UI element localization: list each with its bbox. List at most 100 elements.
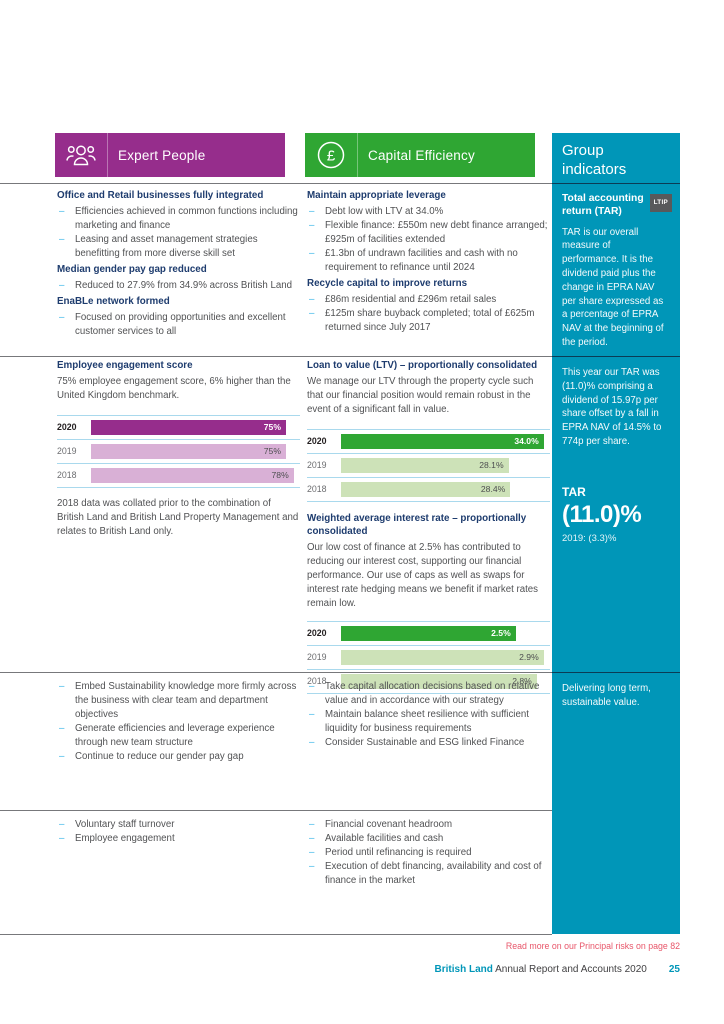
capital-efficiency-header: £ Capital Efficiency	[305, 133, 535, 177]
chart-bar-track: 78%	[91, 467, 300, 483]
ltip-badge: LTIP	[649, 194, 672, 212]
people-group-icon	[55, 133, 108, 177]
chart-bar-track: 2.5%	[341, 625, 550, 641]
chart-row: 2020 34.0%	[307, 428, 550, 454]
bullet-text: Reduced to 27.9% from 34.9% across Briti…	[75, 279, 293, 291]
expert-people-priorities: – Embed Sustainability knowledge more fir…	[57, 680, 300, 764]
bullet-item: – Take capital allocation decisions based…	[307, 680, 550, 708]
bullet-text: £1.3bn of undrawn facilities and cash wi…	[325, 247, 518, 273]
bullet-text: Flexible finance: £550m new debt finance…	[325, 219, 548, 245]
chart-value-label: 2.8%	[512, 675, 532, 686]
chart-bar: 34.0%	[341, 433, 544, 449]
chart-value-label: 28.4%	[480, 484, 506, 495]
bullet-dash: –	[59, 819, 65, 830]
bullet-dash: –	[309, 860, 315, 872]
chart-value-label: 2.9%	[519, 651, 539, 662]
chart-bar-track: 34.0%	[341, 433, 550, 449]
bullet-text: Execution of debt financing, availabilit…	[325, 860, 542, 886]
bullet-dash: –	[309, 819, 315, 830]
chart-row: 2019 2.9%	[307, 646, 550, 670]
rule-2	[0, 356, 552, 357]
bullet-item: – Debt low with LTV at 34.0%	[307, 205, 550, 219]
chart-bar: 2.8%	[341, 673, 537, 689]
bullet-item: – £1.3bn of undrawn facilities and cash w…	[307, 247, 550, 275]
capital-efficiency-highlights: Maintain appropriate leverage – Debt low …	[307, 190, 550, 335]
chart-bar-track: 2.8%	[341, 673, 550, 689]
bullet-text: Available facilities and cash	[325, 832, 444, 844]
bullet-item: – Efficiencies achieved in common functio…	[57, 205, 300, 233]
kpi-value: (11.0)%	[562, 500, 642, 528]
chart-year-label: 2018	[307, 484, 327, 494]
bullet-item: – Focused on providing opportunities and …	[57, 311, 300, 339]
kpi-year-summary: This year our TAR was (11.0)% comprising…	[562, 367, 662, 447]
chart-title: Loan to value (LTV) – proportionally con…	[307, 360, 538, 371]
chart-bar: 28.4%	[341, 481, 511, 497]
rule-1	[0, 183, 552, 184]
page-number: 25	[668, 964, 680, 975]
bullet-dash: –	[59, 279, 65, 291]
capital-efficiency-priorities: – Take capital allocation decisions based…	[307, 680, 550, 750]
bullet-item: – Generate efficiencies and leverage expe…	[57, 722, 300, 750]
chart-row: 2018 78%	[57, 464, 300, 488]
bullet-item: – £125m share buyback completed; total of…	[307, 307, 550, 335]
chart-title: Employee engagement score	[57, 360, 193, 371]
bullet-item: – Continue to reduce our gender pay gap	[57, 750, 300, 764]
chart-bar: 2.9%	[341, 649, 544, 665]
bullet-text: Voluntary staff turnover	[75, 819, 175, 830]
bullet-dash: –	[59, 750, 65, 762]
bullet-dash: –	[59, 311, 65, 323]
ltv-and-interest-section: Loan to value (LTV) – proportionally con…	[307, 360, 550, 694]
bullet-item: – Employee engagement	[57, 832, 300, 846]
bullet-item: – Maintain balance sheet resilience with …	[307, 708, 550, 736]
chart-year-label: 2020	[57, 422, 77, 433]
bullet-item: – Embed Sustainability knowledge more fir…	[57, 680, 300, 722]
sidebar-tagline: Delivering long term, sustainable value.	[562, 683, 651, 708]
expert-people-label: Expert People	[118, 147, 206, 163]
bullet-item: – £86m residential and £296m retail sales	[307, 293, 550, 307]
chart-bar: 75%	[91, 443, 286, 459]
chart-value-label: 78%	[271, 470, 289, 481]
bullet-dash: –	[59, 233, 65, 245]
read-more-link[interactable]: Read more on our Principal risks on page…	[505, 941, 680, 951]
subheading: EnaBLe network formed	[57, 295, 170, 307]
interest-rate-chart: 2020 2.5% 2019 2.9% 2018 2.8%	[307, 620, 550, 694]
chart-bar: 2.5%	[341, 625, 516, 641]
bullet-text: Debt low with LTV at 34.0%	[325, 205, 444, 217]
bullet-text: Generate efficiencies and leverage exper…	[75, 722, 275, 748]
bullet-item: – Financial covenant headroom	[307, 818, 550, 832]
bullet-text: Period until refinancing is required	[325, 846, 472, 858]
chart-bar-track: 75%	[91, 443, 300, 459]
bullet-text: Employee engagement	[75, 832, 175, 844]
chart-year-label: 2018	[307, 675, 327, 686]
chart-footnote: 2018 data was collated prior to the comb…	[57, 497, 299, 537]
subheading: Maintain appropriate leverage	[307, 190, 446, 201]
bullet-dash: –	[309, 205, 315, 217]
bullet-dash: –	[59, 205, 65, 217]
kpi-description: TAR is our overall measure of performanc…	[562, 226, 664, 348]
sidebar-title: Group indicators	[562, 142, 627, 179]
subheading: Office and Retail businesses fully integ…	[57, 190, 264, 201]
kpi-heading: Total accounting return (TAR) LTIP	[562, 193, 672, 219]
bullet-text: Maintain balance sheet resilience with s…	[325, 708, 529, 734]
bullet-dash: –	[309, 247, 315, 259]
chart-value-label: 75%	[263, 446, 281, 457]
chart-year-label: 2019	[307, 651, 327, 662]
chart-year-label: 2018	[57, 470, 77, 481]
sidebar-kpi-definition: Total accounting return (TAR) LTIP TAR i…	[552, 183, 680, 356]
kpi-figure: TAR (11.0)% 2019: (3.3)%	[562, 485, 670, 544]
kpi-label: TAR	[562, 484, 586, 499]
bullet-dash: –	[309, 708, 315, 720]
expert-people-header: Expert People	[55, 133, 285, 177]
chart-year-label: 2020	[307, 436, 327, 446]
bullet-text: Financial covenant headroom	[325, 819, 453, 830]
bullet-dash: –	[59, 832, 65, 844]
subheading: Recycle capital to improve returns	[307, 277, 468, 289]
capital-efficiency-measures: – Financial covenant headroom – Available f…	[307, 818, 550, 888]
bullet-dash: –	[309, 681, 315, 692]
chart-value-label: 75%	[263, 422, 281, 433]
bullet-dash: –	[309, 832, 315, 844]
chart-row: 2019 28.1%	[307, 454, 550, 478]
bullet-item: – Reduced to 27.9% from 34.9% across Brit…	[57, 279, 300, 293]
chart-bar: 75%	[91, 419, 286, 435]
bullet-text: Efficiencies achieved in common function…	[75, 205, 298, 231]
